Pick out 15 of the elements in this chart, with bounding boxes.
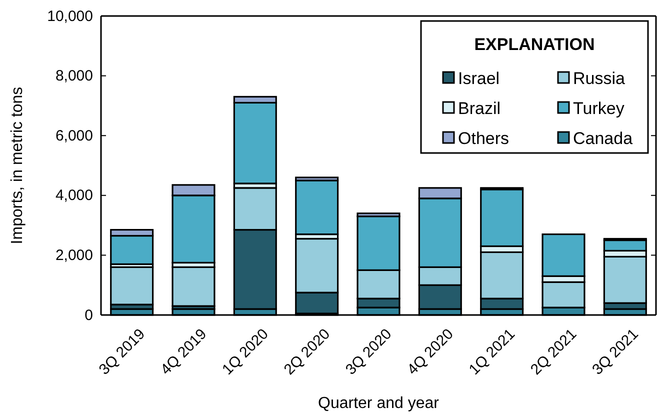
y-tick-label: 0 xyxy=(84,306,93,324)
y-tick-label: 10,000 xyxy=(47,8,93,25)
legend-label: Brazil xyxy=(458,98,501,118)
y-tick-label: 8,000 xyxy=(55,68,93,85)
y-tick-label: 6,000 xyxy=(55,127,93,144)
y-tick-label: 2,000 xyxy=(55,247,93,264)
legend-label: Turkey xyxy=(573,98,625,118)
legend-title: EXPLANATION xyxy=(474,35,595,54)
legend-label: Canada xyxy=(573,128,634,148)
y-tick-label: 4,000 xyxy=(55,187,93,204)
y-axis-title: Imports, in metric tons xyxy=(9,86,26,244)
legend-label: Russia xyxy=(573,68,626,88)
legend-label: Israel xyxy=(458,68,500,88)
legend-label: Others xyxy=(458,128,510,148)
x-axis-title: Quarter and year xyxy=(318,395,440,412)
